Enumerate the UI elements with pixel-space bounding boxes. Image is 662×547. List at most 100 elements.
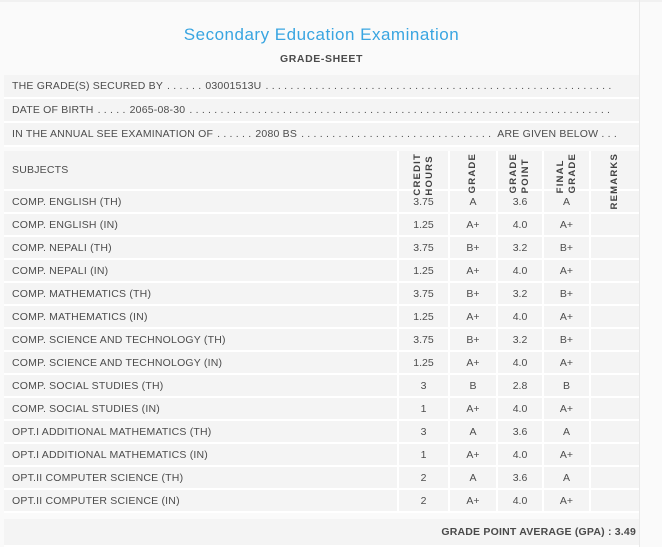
- cell-final-grade: B+: [542, 237, 589, 258]
- cell-final-grade: A+: [542, 444, 589, 465]
- cell-subject: COMP. SCIENCE AND TECHNOLOGY (IN): [12, 356, 223, 369]
- cell-remarks: [589, 490, 639, 511]
- cell-credit-hours: 3: [397, 421, 448, 442]
- cell-credit-hours: 3.75: [397, 191, 448, 212]
- cell-final-grade: B+: [542, 329, 589, 350]
- cell-credit-hours: 1: [397, 398, 448, 419]
- cell-final-grade: A+: [542, 260, 589, 281]
- header-final-grade-label: FINAL GRADE: [554, 153, 578, 194]
- dot-leader: . . . . . .: [217, 128, 252, 140]
- cell-grade-point: 3.6: [496, 421, 542, 442]
- cell-grade-point: 4.0: [496, 398, 542, 419]
- date-of-birth-value: 2065-08-30: [129, 104, 186, 116]
- header-grade-point-label: GRADE POINT: [508, 153, 531, 194]
- cell-credit-hours: 3.75: [397, 329, 448, 350]
- cell-grade-point: 3.2: [496, 329, 542, 350]
- cell-grade: B+: [448, 329, 496, 350]
- cell-remarks: [589, 214, 639, 235]
- cell-grade: A: [448, 467, 496, 488]
- table-body: COMP. ENGLISH (TH) 3.75 A 3.6 A COMP. EN…: [4, 191, 639, 513]
- cell-grade: A+: [448, 490, 496, 511]
- cell-final-grade: A: [542, 467, 589, 488]
- cell-remarks: [589, 237, 639, 258]
- cell-grade: A+: [448, 214, 496, 235]
- cell-remarks: [589, 329, 639, 350]
- cell-subject: COMP. ENGLISH (TH): [12, 195, 122, 208]
- table-row: COMP. SOCIAL STUDIES (TH) 3 B 2.8 B: [4, 375, 639, 398]
- cell-credit-hours: 1.25: [397, 214, 448, 235]
- cell-grade: A+: [448, 352, 496, 373]
- table-row: COMP. SCIENCE AND TECHNOLOGY (IN) 1.25 A…: [4, 352, 639, 375]
- header-remarks: REMARKS: [589, 151, 639, 209]
- cell-subject: COMP. SOCIAL STUDIES (TH): [12, 379, 164, 392]
- dot-filler: . . . . . . . . . . . . . . . . . . . . …: [265, 80, 613, 92]
- info-line-date-of-birth: DATE OF BIRTH . . . . . 2065-08-30 . . .…: [4, 99, 639, 123]
- cell-grade: B+: [448, 237, 496, 258]
- cell-subject: OPT.II COMPUTER SCIENCE (TH): [12, 471, 184, 484]
- cell-subject: OPT.I ADDITIONAL MATHEMATICS (IN): [12, 448, 208, 461]
- gpa-footer: GRADE POINT AVERAGE (GPA) : 3.49: [4, 519, 639, 547]
- cell-grade-point: 3.6: [496, 191, 542, 212]
- info-label: IN THE ANNUAL SEE EXAMINATION OF: [12, 128, 214, 140]
- header-credit-hours: CREDIT HOURS: [397, 151, 448, 196]
- table-row: COMP. MATHEMATICS (IN) 1.25 A+ 4.0 A+: [4, 306, 639, 329]
- gradesheet-content: Secondary Education Examination GRADE-SH…: [4, 0, 640, 547]
- cell-subject: COMP. MATHEMATICS (IN): [12, 310, 148, 323]
- cell-credit-hours: 1.25: [397, 306, 448, 327]
- cell-credit-hours: 3: [397, 375, 448, 396]
- header-final-grade: FINAL GRADE: [542, 151, 589, 193]
- cell-remarks: [589, 375, 639, 396]
- cell-remarks: [589, 260, 639, 281]
- cell-final-grade: A+: [542, 214, 589, 235]
- page-title: Secondary Education Examination: [183, 25, 460, 44]
- cell-subject: COMP. ENGLISH (IN): [12, 218, 119, 231]
- cell-subject: COMP. NEPALI (TH): [12, 241, 112, 254]
- cell-remarks: [589, 306, 639, 327]
- student-info-section: THE GRADE(S) SECURED BY . . . . . . 0300…: [4, 75, 639, 147]
- cell-credit-hours: 2: [397, 490, 448, 511]
- table-row: COMP. SOCIAL STUDIES (IN) 1 A+ 4.0 A+: [4, 398, 639, 421]
- dot-leader: . . . . .: [97, 104, 126, 116]
- cell-subject: COMP. SOCIAL STUDIES (IN): [12, 402, 160, 415]
- cell-grade-point: 4.0: [496, 306, 542, 327]
- cell-credit-hours: 3.75: [397, 283, 448, 304]
- cell-final-grade: B+: [542, 283, 589, 304]
- cell-final-grade: A+: [542, 490, 589, 511]
- info-line-examination-year: IN THE ANNUAL SEE EXAMINATION OF . . . .…: [4, 123, 639, 147]
- cell-grade-point: 4.0: [496, 214, 542, 235]
- cell-final-grade: A+: [542, 306, 589, 327]
- dot-filler: . . . . . . . . . . . . . . . . . . . . …: [189, 104, 613, 116]
- table-header-row: SUBJECTS CREDIT HOURS GRADE GRADE POINT …: [4, 151, 639, 209]
- cell-subject: OPT.II COMPUTER SCIENCE (IN): [12, 494, 180, 507]
- cell-subject: OPT.I ADDITIONAL MATHEMATICS (TH): [12, 425, 212, 438]
- cell-grade-point: 2.8: [496, 375, 542, 396]
- cell-subject: COMP. NEPALI (IN): [12, 264, 109, 277]
- table-row: OPT.II COMPUTER SCIENCE (TH) 2 A 3.6 A: [4, 467, 639, 490]
- cell-final-grade: A: [542, 421, 589, 442]
- dot-leader: . . . . . .: [167, 80, 202, 92]
- cell-final-grade: B: [542, 375, 589, 396]
- table-row: COMP. NEPALI (IN) 1.25 A+ 4.0 A+: [4, 260, 639, 283]
- cell-subject: COMP. MATHEMATICS (TH): [12, 287, 152, 300]
- cell-final-grade: A+: [542, 352, 589, 373]
- cell-credit-hours: 2: [397, 467, 448, 488]
- info-label: THE GRADE(S) SECURED BY: [12, 80, 164, 92]
- cell-grade: A: [448, 421, 496, 442]
- cell-grade: B+: [448, 283, 496, 304]
- examination-year-value: 2080 BS: [255, 128, 298, 140]
- table-row: COMP. MATHEMATICS (TH) 3.75 B+ 3.2 B+: [4, 283, 639, 306]
- cell-subject: COMP. SCIENCE AND TECHNOLOGY (TH): [12, 333, 226, 346]
- document-header: Secondary Education Examination GRADE-SH…: [4, 0, 639, 65]
- cell-remarks: [589, 191, 639, 212]
- cell-grade-point: 4.0: [496, 490, 542, 511]
- cell-grade-point: 4.0: [496, 444, 542, 465]
- cell-grade-point: 4.0: [496, 352, 542, 373]
- cell-remarks: [589, 283, 639, 304]
- cell-remarks: [589, 398, 639, 419]
- cell-grade-point: 3.6: [496, 467, 542, 488]
- cell-grade: A+: [448, 260, 496, 281]
- header-remarks-label: REMARKS: [609, 153, 620, 210]
- cell-final-grade: A+: [542, 398, 589, 419]
- cell-grade: B: [448, 375, 496, 396]
- page-subtitle: GRADE-SHEET: [279, 53, 364, 65]
